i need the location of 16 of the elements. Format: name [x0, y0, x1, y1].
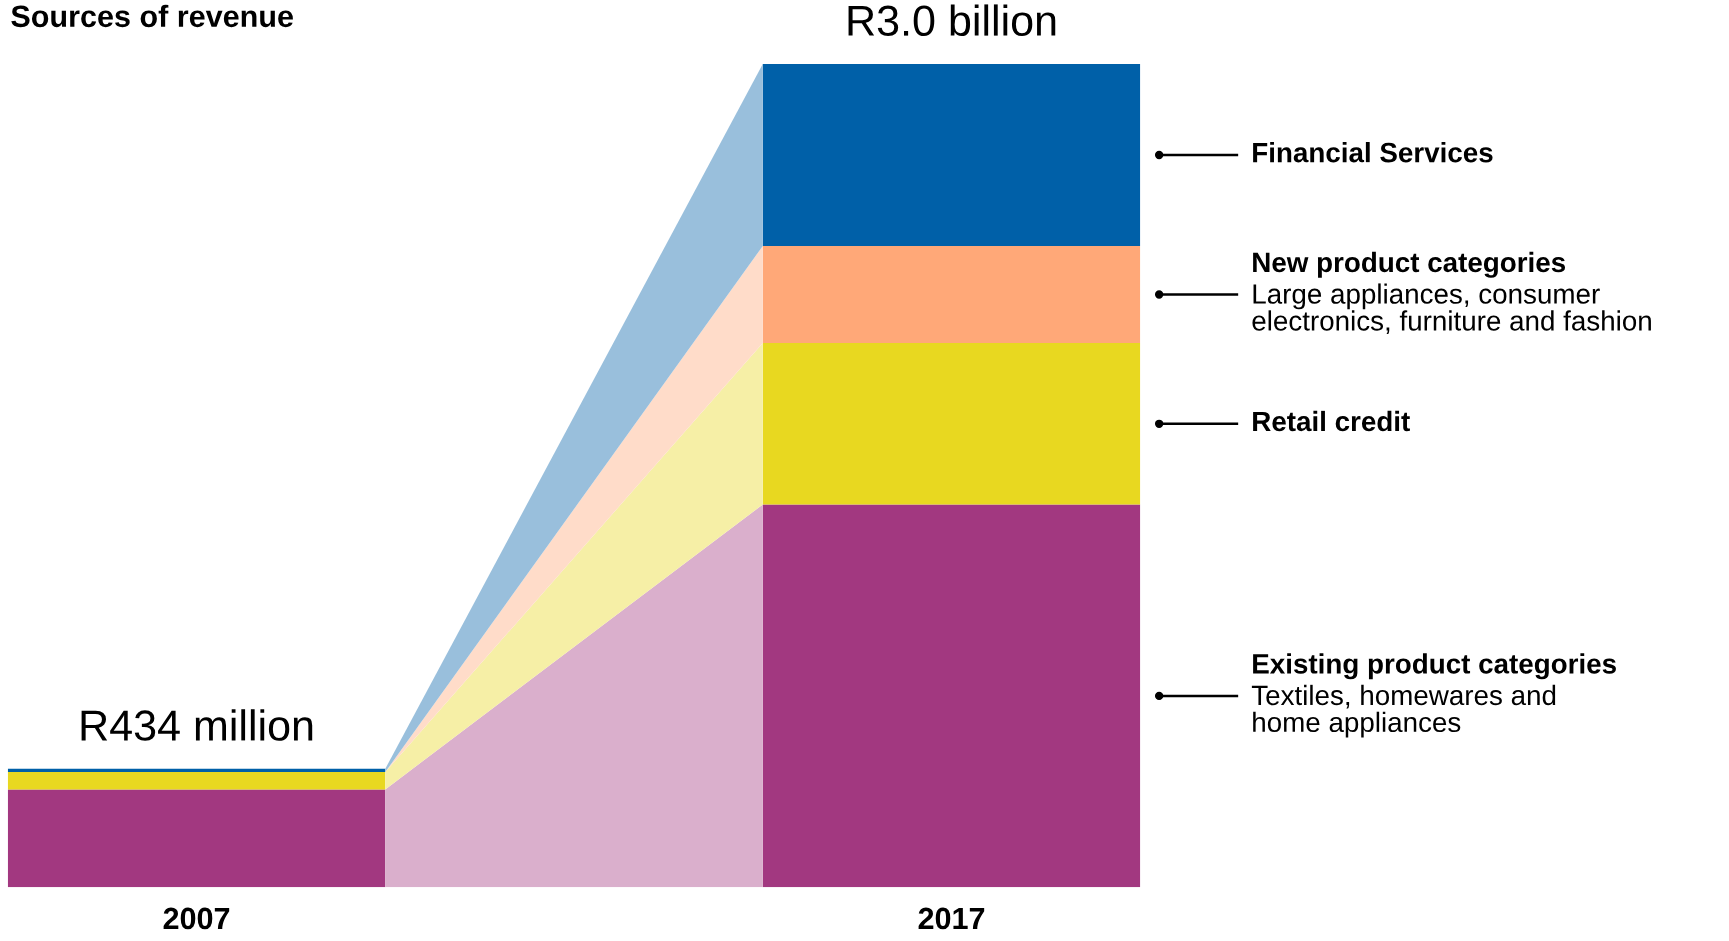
bar	[762, 245, 1141, 344]
x-tick-label: 2007	[163, 907, 230, 930]
text: Retail credit	[1253, 410, 1410, 432]
bar	[7, 789, 386, 888]
total-label: R3.0 billion	[848, 4, 1056, 37]
x-tick-label: 2017	[918, 907, 985, 930]
bar	[7, 768, 386, 773]
text: Financial Services	[1253, 142, 1493, 163]
annotation: Textiles, homewares and home appliances	[1251, 684, 1556, 738]
annotation: Large appliances, consumer electronics, furniture and fashion	[1252, 283, 1651, 335]
text: Existing product categories	[1253, 653, 1616, 680]
chart-title: Sources of revenue	[11, 4, 293, 28]
bar	[762, 63, 1141, 246]
total-label: R434 million	[81, 709, 313, 741]
bar	[7, 772, 386, 790]
text: New product categories	[1253, 251, 1566, 278]
